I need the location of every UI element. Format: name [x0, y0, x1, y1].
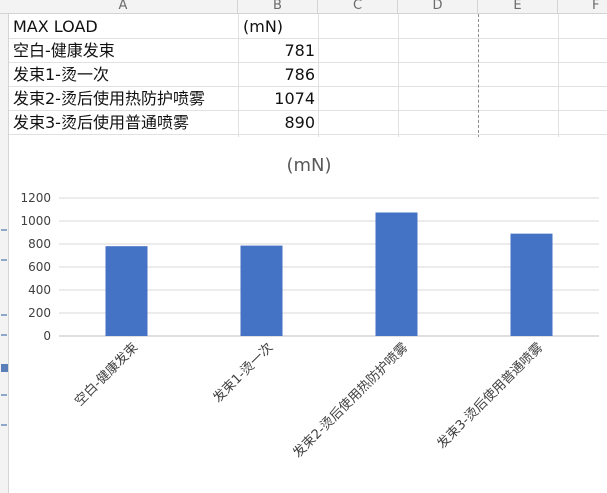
- row-marker: [1, 424, 7, 426]
- cell-a2[interactable]: 空白-健康发束: [13, 41, 115, 60]
- cell-b5[interactable]: 890: [284, 113, 315, 132]
- cell-a4[interactable]: 发束2-烫后使用热防护喷雾: [13, 89, 205, 108]
- cell-b2[interactable]: 781: [284, 41, 315, 60]
- y-tick-label: 200: [28, 306, 51, 320]
- x-axis-category-labels: 空白-健康发束 发束1-烫一次 发束2-烫后使用热防护喷雾 发束3-烫后使用普通喷雾: [72, 340, 547, 462]
- x-category-label: 空白-健康发束: [72, 340, 142, 410]
- chart-gridlines: [59, 197, 599, 337]
- y-tick-label: 1000: [20, 214, 51, 228]
- row-header-gutter[interactable]: [0, 14, 9, 493]
- row-gridline: [9, 38, 607, 39]
- selected-row-marker: [1, 364, 8, 372]
- cell-a5[interactable]: 发束3-烫后使用普通喷雾: [13, 113, 189, 132]
- cell-b3[interactable]: 786: [284, 65, 315, 84]
- column-header-c[interactable]: C: [318, 0, 398, 14]
- column-header-e[interactable]: E: [478, 0, 558, 14]
- row-marker: [1, 334, 7, 336]
- y-axis-tick-labels: 0 200 400 600 800 1000 1200: [20, 191, 51, 343]
- column-header-bar: A B C D E F: [0, 0, 607, 14]
- row-gridline: [9, 134, 607, 135]
- page-break-line: [478, 14, 479, 138]
- chart-title[interactable]: (mN): [286, 155, 331, 176]
- cell-b4[interactable]: 1074: [274, 89, 315, 108]
- chart-bar[interactable]: [510, 233, 553, 336]
- chart-canvas: (mN) 0 200 400 600 800 1000 1200 空白-健康发束 发束1-烫一…: [20, 155, 599, 462]
- row-marker: [1, 314, 7, 316]
- column-header-f[interactable]: F: [592, 0, 600, 13]
- y-tick-label: 800: [28, 237, 51, 251]
- y-tick-label: 1200: [20, 191, 51, 205]
- column-gridline: [318, 14, 319, 138]
- row-gridline: [9, 86, 607, 87]
- row-gridline: [9, 62, 607, 63]
- chart-bar[interactable]: [105, 246, 148, 336]
- column-header-a[interactable]: A: [9, 0, 238, 14]
- row-marker: [1, 259, 7, 261]
- y-tick-label: 0: [43, 329, 51, 343]
- cell-grid[interactable]: MAX LOAD (mN) 空白-健康发束 781 发束1-烫一次 786 发束…: [9, 14, 607, 138]
- y-tick-label: 600: [28, 260, 51, 274]
- x-category-label: 发束2-烫后使用热防护喷雾: [290, 340, 412, 462]
- cell-a3[interactable]: 发束1-烫一次: [13, 65, 109, 84]
- column-gridline: [238, 14, 239, 138]
- cell-a1[interactable]: MAX LOAD: [13, 17, 98, 36]
- chart-bar[interactable]: [240, 245, 283, 336]
- embedded-bar-chart[interactable]: (mN) 0 200 400 600 800 1000 1200 空白-健康发束 发束1-烫一…: [9, 137, 607, 493]
- chart-bar[interactable]: [375, 212, 418, 336]
- row-marker: [1, 394, 7, 396]
- column-gridline: [558, 14, 559, 138]
- x-category-label: 发束1-烫一次: [210, 340, 276, 406]
- x-category-label: 发束3-烫后使用普通喷雾: [434, 340, 546, 452]
- column-header-d[interactable]: D: [398, 0, 478, 14]
- column-header-b[interactable]: B: [238, 0, 318, 14]
- cell-b1[interactable]: (mN): [243, 17, 284, 36]
- row-gridline: [9, 110, 607, 111]
- row-marker: [1, 229, 7, 231]
- chart-bars: [105, 212, 553, 336]
- y-tick-label: 400: [28, 283, 51, 297]
- column-gridline: [398, 14, 399, 138]
